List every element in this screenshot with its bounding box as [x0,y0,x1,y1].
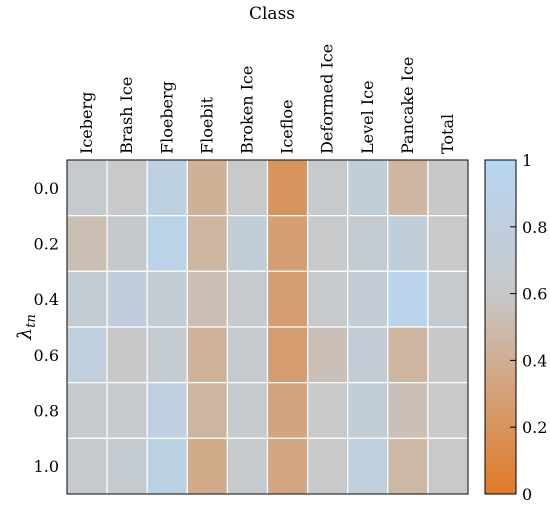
colorbar-ticks: 0 0.2 0.4 0.6 0.8 1 [510,151,547,504]
row-labels: 0.0 0.2 0.4 0.6 0.8 1.0 [34,179,59,476]
row-label: 1.0 [34,457,59,476]
colorbar [484,159,517,495]
heatmap-cell [186,159,229,217]
y-axis-label-main: λ [14,328,36,341]
colorbar-tick-label: 0.2 [522,418,547,437]
heatmap-cell [146,326,188,384]
heatmap-cell [146,270,188,328]
heatmap-cell [146,382,188,439]
column-label: Brash Ice [117,77,136,154]
heatmap-cell [307,437,349,495]
heatmap-cell [226,159,269,217]
heatmap-cell [347,382,389,439]
heatmap-cell [347,437,389,495]
heatmap-cell [106,270,148,328]
heatmap-cell [266,159,309,217]
heatmap-cell [387,215,429,272]
heatmap-cell [307,215,349,272]
heatmap-cell [307,159,349,217]
heatmap-cell [427,382,469,439]
row-label: 0.8 [34,402,59,421]
heatmap-cell [266,382,309,439]
y-axis-label-sub: tn [24,314,39,328]
heatmap-cell [66,159,108,217]
heatmap-cell [226,437,269,495]
heatmap-cell [106,437,148,495]
colorbar-tick-label: 0.8 [522,218,547,237]
column-labels: Iceberg Brash Ice Floeberg Floebit Broken Ic… [77,44,457,154]
heatmap-cell [186,215,229,272]
row-label: 0.4 [34,290,59,309]
heatmap-cell [226,215,269,272]
heatmap-cell [66,215,108,272]
heatmap-cell [106,215,148,272]
heatmap-cell [186,270,229,328]
heatmap-cell [427,159,469,217]
heatmap-cell [427,437,469,495]
heatmap-cells [66,159,469,495]
heatmap-cell [186,437,229,495]
heatmap-cell [307,382,349,439]
heatmap-cell [387,437,429,495]
column-label: Total [438,114,457,154]
colorbar-tick-label: 0.6 [522,285,547,304]
heatmap-cell [226,326,269,384]
heatmap-cell [186,382,229,439]
heatmap-cell [106,326,148,384]
column-label: Level Ice [358,80,377,154]
row-label: 0.6 [34,346,59,365]
heatmap-cell [146,437,188,495]
heatmap-cell [266,215,309,272]
heatmap-cell [347,159,389,217]
heatmap-cell [347,215,389,272]
heatmap-cell [266,270,309,328]
heatmap-cell [66,382,108,439]
column-label: Floeberg [157,81,176,154]
heatmap-cell [226,382,269,439]
y-axis-label: λtn [14,314,39,341]
colorbar-tick-label: 0.4 [522,351,547,370]
colorbar-tick-label: 0 [522,485,532,504]
heatmap-cell [106,382,148,439]
heatmap-cell [387,159,429,217]
colorbar-tick-label: 1 [522,151,532,170]
heatmap-cell [266,326,309,384]
heatmap-cell [307,326,349,384]
column-label: Deformed Ice [318,44,337,154]
heatmap-cell [66,270,108,328]
heatmap-cell [387,326,429,384]
column-label: Pancake Ice [398,57,417,154]
heatmap-cell [186,326,229,384]
heatmap-cell [347,270,389,328]
heatmap-cell [427,326,469,384]
column-label: Broken Ice [237,66,256,154]
heatmap-cell [266,437,309,495]
column-label: Icefloe [278,99,297,154]
heatmap-cell [387,382,429,439]
column-label: Iceberg [77,92,96,154]
heatmap-cell [66,326,108,384]
heatmap-cell [427,270,469,328]
column-label: Floebit [197,96,216,154]
heatmap-cell [106,159,148,217]
row-label: 0.0 [34,179,59,198]
heatmap-cell [307,270,349,328]
heatmap-cell [66,437,108,495]
heatmap-cell [427,215,469,272]
heatmap-cell [387,270,429,328]
heatmap-cell [146,159,188,217]
heatmap-cell [146,215,188,272]
row-label: 0.2 [34,235,59,254]
heatmap-cell [347,326,389,384]
heatmap-cell [226,270,269,328]
chart-title: Class [249,4,295,24]
heatmap-frame [66,159,469,495]
